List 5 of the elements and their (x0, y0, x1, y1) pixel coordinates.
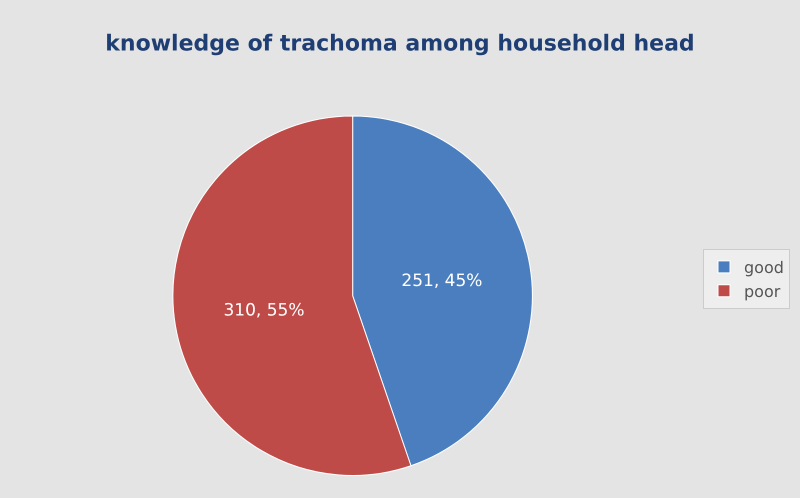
data-label: 251, 45% (401, 270, 482, 291)
legend-label: poor (744, 282, 781, 301)
legend-label: good (744, 258, 784, 278)
data-label: 310, 55% (223, 300, 305, 320)
chart-title: knowledge of trachoma among household head (105, 31, 695, 56)
